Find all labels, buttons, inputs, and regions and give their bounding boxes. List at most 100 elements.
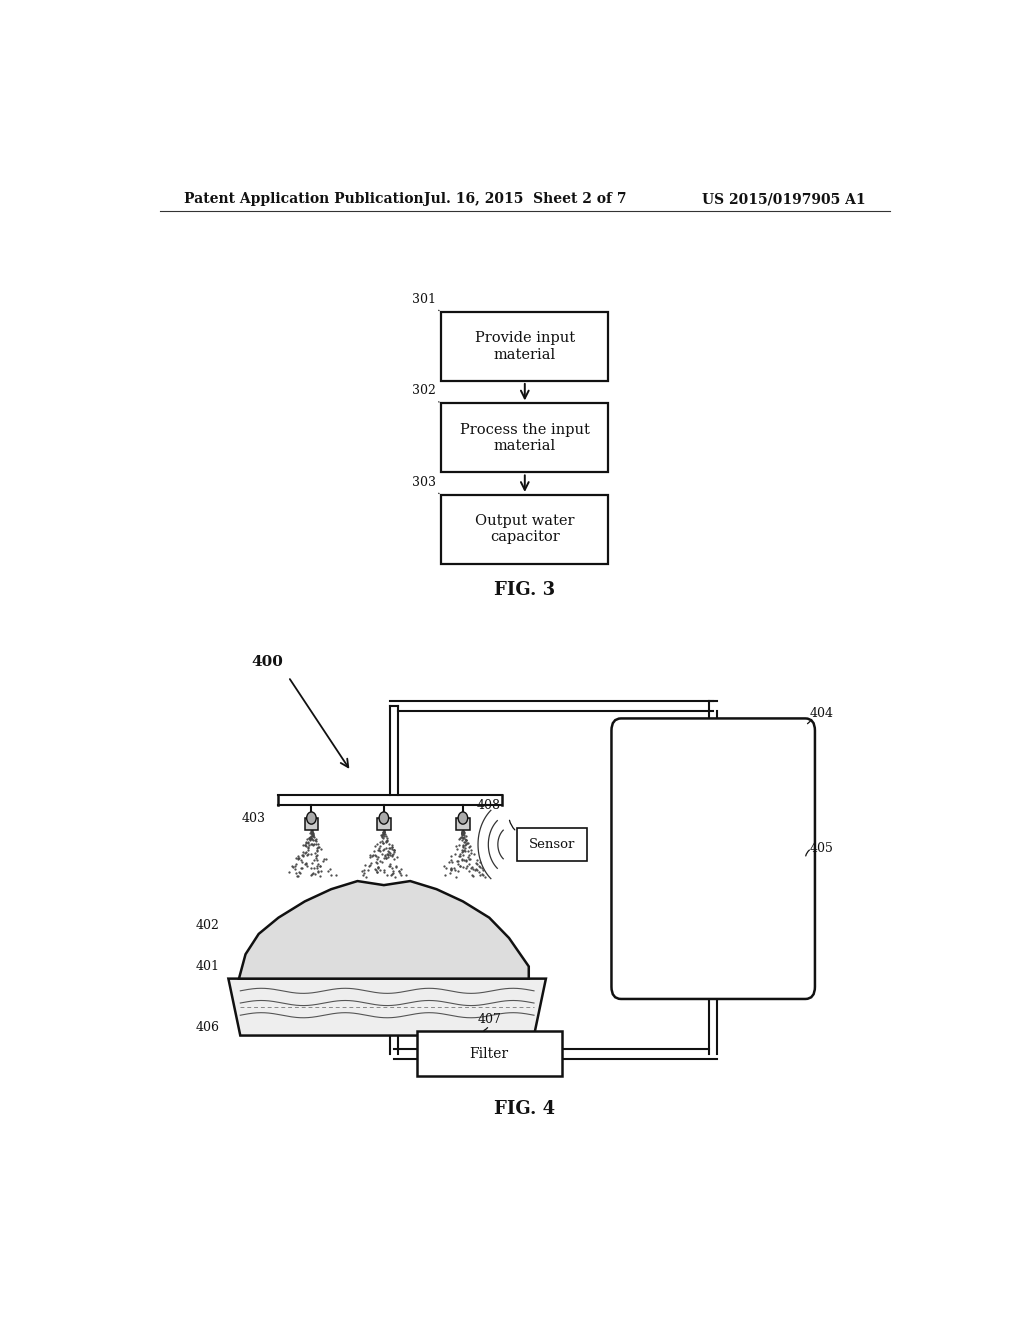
Point <box>435 855 452 876</box>
Point <box>458 829 474 850</box>
Text: Output water
capacitor: Output water capacitor <box>475 515 574 544</box>
Point <box>377 845 393 866</box>
Point <box>306 843 323 865</box>
Point <box>452 828 468 849</box>
Point <box>374 825 390 846</box>
Point <box>376 847 392 869</box>
Point <box>375 824 391 845</box>
Point <box>299 855 315 876</box>
Point <box>469 854 485 875</box>
Point <box>438 857 455 878</box>
Point <box>375 821 391 842</box>
Point <box>303 821 319 842</box>
Point <box>383 865 399 886</box>
Point <box>390 861 407 882</box>
Point <box>460 847 476 869</box>
Circle shape <box>306 812 316 824</box>
Polygon shape <box>239 880 528 978</box>
Point <box>385 862 401 883</box>
Point <box>367 858 383 879</box>
Point <box>369 862 385 883</box>
Point <box>442 849 459 870</box>
Point <box>384 838 400 859</box>
Point <box>442 846 459 867</box>
Point <box>440 851 457 873</box>
Point <box>305 825 322 846</box>
Point <box>384 845 400 866</box>
Point <box>377 845 393 866</box>
Point <box>303 858 319 879</box>
Point <box>380 841 396 862</box>
Point <box>295 834 311 855</box>
Point <box>456 826 472 847</box>
Point <box>309 837 326 858</box>
Point <box>304 822 321 843</box>
Point <box>454 822 470 843</box>
Point <box>383 836 399 857</box>
Point <box>287 858 303 879</box>
Point <box>375 821 391 842</box>
Point <box>457 832 473 853</box>
Point <box>309 858 326 879</box>
Point <box>456 840 472 861</box>
Point <box>461 845 477 866</box>
Point <box>290 866 306 887</box>
Point <box>454 849 470 870</box>
Point <box>384 837 400 858</box>
Point <box>354 865 371 886</box>
Point <box>462 849 478 870</box>
Point <box>437 865 454 886</box>
Point <box>368 846 384 867</box>
Point <box>301 826 317 847</box>
Point <box>314 850 331 871</box>
Point <box>463 840 479 861</box>
Point <box>447 859 464 880</box>
Point <box>458 838 474 859</box>
Point <box>372 836 388 857</box>
Point <box>361 845 378 866</box>
Point <box>461 861 477 882</box>
Point <box>300 834 316 855</box>
Point <box>307 863 324 884</box>
Point <box>384 858 400 879</box>
Point <box>308 841 325 862</box>
Point <box>291 847 307 869</box>
Point <box>376 822 392 843</box>
Point <box>304 822 321 843</box>
Point <box>317 849 334 870</box>
Point <box>288 847 304 869</box>
Point <box>303 834 319 855</box>
Point <box>455 824 471 845</box>
Point <box>455 857 471 878</box>
Point <box>304 829 321 850</box>
Text: FIG. 3: FIG. 3 <box>495 581 555 599</box>
Point <box>304 824 321 845</box>
Point <box>455 821 471 842</box>
Point <box>455 836 471 857</box>
Point <box>449 838 465 859</box>
Text: Jul. 16, 2015  Sheet 2 of 7: Jul. 16, 2015 Sheet 2 of 7 <box>424 191 626 206</box>
Point <box>376 821 392 842</box>
Point <box>307 828 324 849</box>
Point <box>380 845 396 866</box>
Point <box>307 829 324 850</box>
Text: Sensor: Sensor <box>528 838 575 851</box>
Point <box>293 849 309 870</box>
Point <box>376 820 392 841</box>
Point <box>284 855 300 876</box>
Point <box>304 822 321 843</box>
Point <box>376 821 392 842</box>
Point <box>305 862 322 883</box>
Point <box>384 843 400 865</box>
Point <box>378 825 394 846</box>
Point <box>374 843 390 865</box>
Point <box>468 853 484 874</box>
Point <box>454 824 470 845</box>
Point <box>305 825 322 846</box>
Point <box>455 837 471 858</box>
Point <box>298 841 314 862</box>
Point <box>297 834 313 855</box>
Point <box>377 824 393 845</box>
Point <box>389 847 406 869</box>
Point <box>310 837 327 858</box>
